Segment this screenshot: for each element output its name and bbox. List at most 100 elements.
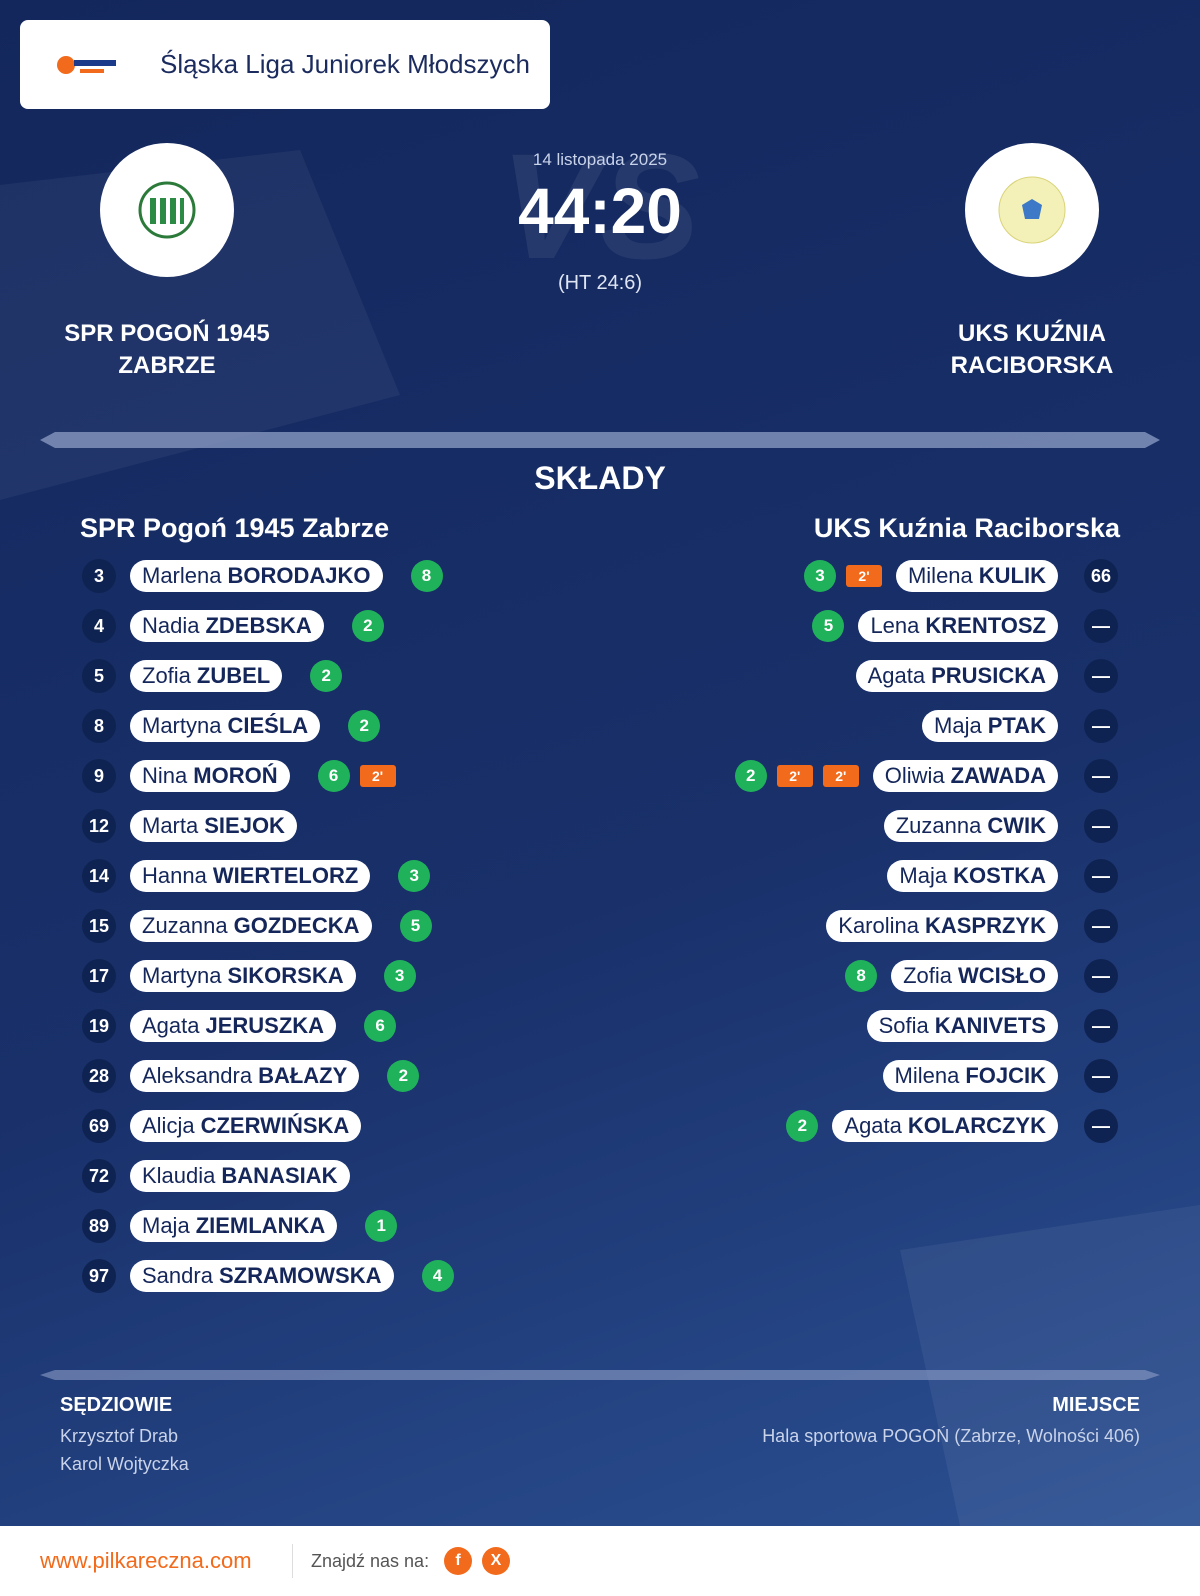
first-name: Nadia [142,613,200,638]
player-name: Zofia WCISŁO [891,960,1058,992]
goals-badge: 5 [812,610,845,642]
score: 44:20 [518,175,682,247]
player-row: 12 Marta SIEJOK [82,809,311,843]
first-name: Marlena [142,563,222,588]
player-number: 72 [82,1159,116,1193]
first-name: Klaudia [142,1163,216,1188]
last-name: ZIEMLANKA [195,1213,326,1238]
player-row: 5 Lena KRENTOSZ — [812,609,1118,643]
player-number: — [1084,709,1118,743]
player-name: Zofia ZUBEL [130,660,283,692]
player-name: Martyna CIEŚLA [130,710,321,742]
goals-badge: 2 [351,610,384,642]
player-name: Hanna WIERTELORZ [130,860,371,892]
player-number: 66 [1084,559,1118,593]
player-number: 17 [82,959,116,993]
last-name: CZERWIŃSKA [200,1113,350,1138]
referee: Karol Wojtyczka [60,1454,189,1474]
first-name: Agata [867,663,926,688]
player-name: Oliwia ZAWADA [872,760,1058,792]
player-name: Zuzanna GOZDECKA [130,910,372,942]
player-number: 3 [82,559,116,593]
player-number: — [1084,609,1118,643]
away-lineup-title: UKS Kuźnia Raciborska [813,513,1120,543]
player-name: Agata PRUSICKA [855,660,1058,692]
penalty-badge: 2' [845,565,882,587]
player-name: Nadia ZDEBSKA [130,610,324,642]
home-crest [100,143,234,277]
player-name: Klaudia BANASIAK [130,1160,350,1192]
goals-badge: 4 [421,1260,454,1292]
player-row: 19 Agata JERUSZKA 6 [82,1009,397,1043]
first-name: Zuzanna [895,813,982,838]
last-name: KOSTKA [953,863,1046,888]
last-name: WCISŁO [958,963,1046,988]
player-row: Maja PTAK — [922,709,1118,743]
referee: Krzysztof Drab [60,1426,179,1446]
goals-badge: 1 [365,1210,398,1242]
player-number: 4 [82,609,116,643]
facebook-icon[interactable]: f [444,1547,472,1575]
first-name: Nina [142,763,188,788]
player-row: 8 Zofia WCISŁO — [845,959,1118,993]
player-row: 14 Hanna WIERTELORZ 3 [82,859,431,893]
player-row: 15 Zuzanna GOZDECKA 5 [82,909,432,943]
separator [292,1544,293,1578]
player-row: 2 Agata KOLARCZYK — [786,1109,1118,1143]
first-name: Zofia [142,663,191,688]
first-name: Milena [907,563,973,588]
player-name: Milena KULIK [895,560,1058,592]
last-name: PRUSICKA [931,663,1046,688]
player-number: 69 [82,1109,116,1143]
player-number: — [1084,859,1118,893]
player-name: Agata KOLARCZYK [832,1110,1058,1142]
player-name: Karolina KASPRZYK [826,910,1058,942]
venue-label: MIEJSCE [1052,1394,1140,1416]
last-name: ZAWADA [950,763,1046,788]
first-name: Milena [894,1063,960,1088]
first-name: Marta [142,813,199,838]
player-number: 97 [82,1259,116,1293]
last-name: FOJCIK [965,1063,1046,1088]
first-name: Martyna [142,713,222,738]
player-name: Maja KOSTKA [887,860,1058,892]
player-row: 3 2' Milena KULIK 66 [803,559,1118,593]
player-row: Maja KOSTKA — [887,859,1118,893]
goals-badge: 2 [786,1110,819,1142]
goals-badge: 8 [410,560,443,592]
last-name: BORODAJKO [227,563,371,588]
website-link[interactable]: www.pilkareczna.com [40,1548,252,1573]
league-title: Śląska Liga Juniorek Młodszych [160,49,530,79]
player-number: 89 [82,1209,116,1243]
last-name: BAŁAZY [258,1063,348,1088]
goals-badge: 5 [399,910,432,942]
halftime: (HT 24:6) [557,272,643,294]
last-name: SIKORSKA [227,963,344,988]
player-row: 2 2' 2' Oliwia ZAWADA — [734,759,1118,793]
player-name: Agata JERUSZKA [130,1010,337,1042]
goals-badge: 2 [348,710,381,742]
player-number: 8 [82,709,116,743]
last-name: KANIVETS [934,1013,1046,1038]
logo [57,56,116,74]
first-name: Maja [142,1213,190,1238]
player-name: Lena KRENTOSZ [858,610,1058,642]
home-team: SPR POGOŃ 1945 ZABRZE [64,320,270,379]
player-row: 4 Nadia ZDEBSKA 2 [82,609,384,643]
first-name: Aleksandra [142,1063,253,1088]
player-name: Maja PTAK [922,710,1058,742]
last-name: KULIK [978,563,1046,588]
referees-label: SĘDZIOWIE [60,1394,173,1416]
player-row: 97 Sandra SZRAMOWSKA 4 [82,1259,454,1293]
last-name: KOLARCZYK [907,1113,1046,1138]
player-row: 28 Aleksandra BAŁAZY 2 [82,1059,420,1093]
player-row: 69 Alicja CZERWIŃSKA [82,1109,375,1143]
goals-badge: 2 [734,760,767,792]
first-name: Agata [142,1013,200,1038]
player-name: Alicja CZERWIŃSKA [130,1110,362,1142]
player-number: 28 [82,1059,116,1093]
x-icon[interactable]: X [482,1547,510,1575]
last-name: JERUSZKA [205,1013,325,1038]
last-name: GOZDECKA [233,913,360,938]
